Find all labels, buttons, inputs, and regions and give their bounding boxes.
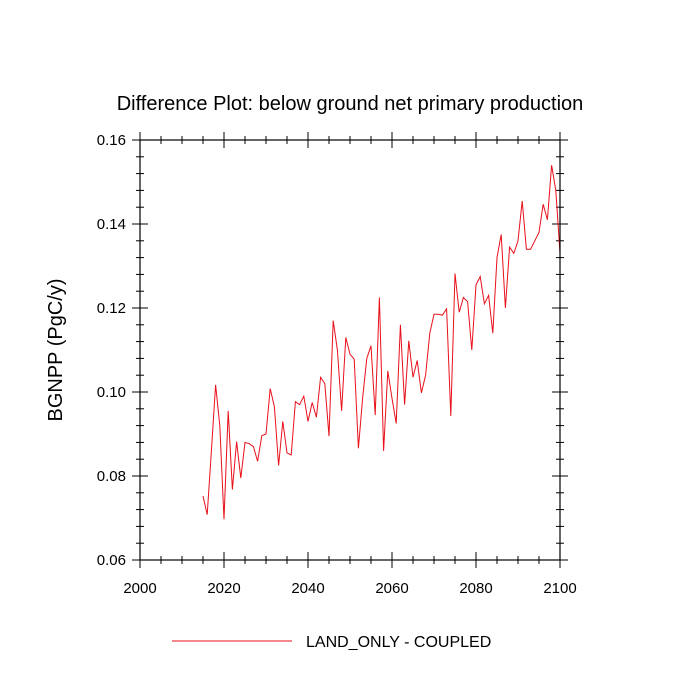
x-tick-label: 2100 — [543, 580, 576, 597]
x-tick-label: 2060 — [375, 580, 408, 597]
legend-label: LAND_ONLY - COUPLED — [306, 634, 491, 651]
y-tick-label: 0.12 — [97, 300, 126, 317]
x-tick-label: 2000 — [123, 580, 156, 597]
plot-frame — [139, 139, 561, 561]
y-tick-label: 0.16 — [97, 132, 126, 149]
y-tick-label: 0.06 — [97, 552, 126, 569]
chart-title: Difference Plot: below ground net primar… — [117, 93, 584, 115]
x-tick-label: 2020 — [207, 580, 240, 597]
y-tick-label: 0.14 — [97, 216, 126, 233]
x-tick-label: 2080 — [459, 580, 492, 597]
legend: LAND_ONLY - COUPLED — [172, 634, 491, 651]
y-tick-label: 0.08 — [97, 468, 126, 485]
x-tick-label: 2040 — [291, 580, 324, 597]
y-tick-label: 0.10 — [97, 384, 126, 401]
axis-ticks — [132, 132, 568, 568]
axis-tick-labels: 2000 2020 2040 2060 2080 2100 0.06 0.08 0.10 0.12… — [97, 132, 577, 597]
y-axis-label: BGNPP (PgC/y) — [45, 279, 67, 422]
series-line-land-only-minus-coupled — [202, 165, 561, 520]
